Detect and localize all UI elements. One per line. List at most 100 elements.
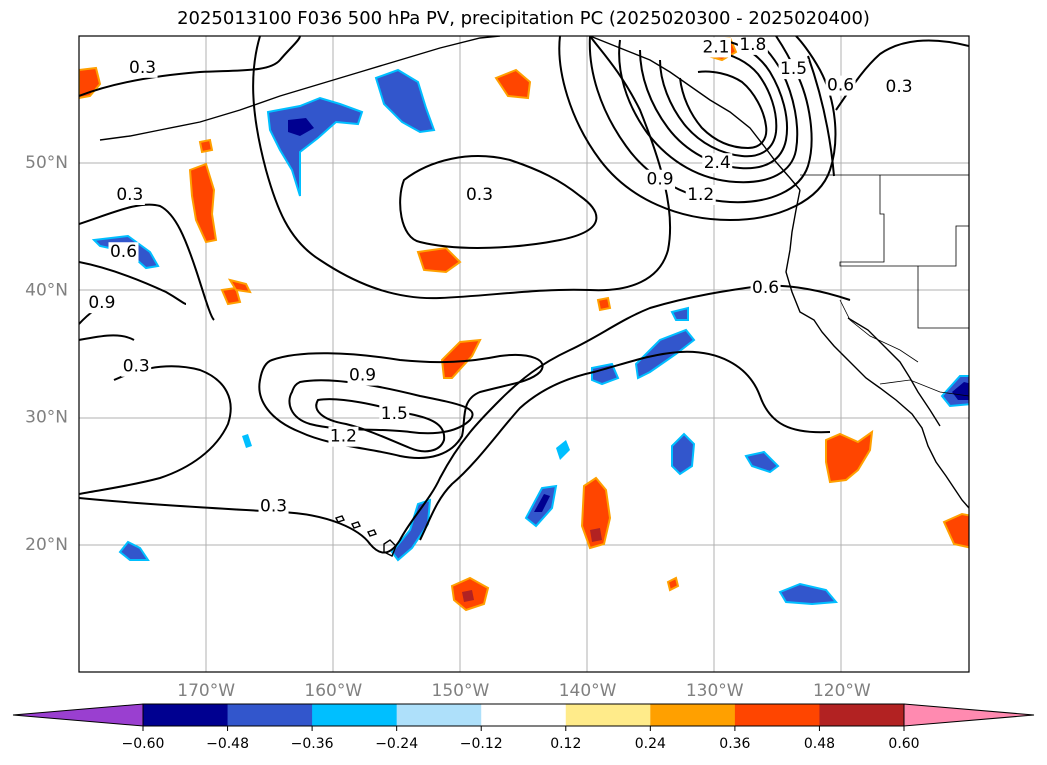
precip-blob	[670, 306, 689, 321]
precip-blob	[374, 68, 436, 134]
contour-label-bg	[702, 153, 733, 174]
us-mexico-border	[879, 379, 969, 397]
precip-blob	[778, 582, 838, 606]
lat-label: 20°N	[25, 535, 68, 555]
colorbar-box	[565, 704, 651, 726]
colorbar-box	[819, 704, 905, 726]
precip-blob-core	[288, 118, 314, 136]
contour-label-bg	[258, 496, 289, 517]
precip-blob	[440, 338, 482, 379]
contour-label-bg	[464, 185, 495, 205]
precip-blob-core	[590, 528, 602, 542]
lon-label: 170°W	[177, 681, 235, 701]
state-border	[917, 266, 969, 329]
pv-contours	[79, 36, 969, 554]
contour-labels: 0.30.30.60.90.30.30.91.51.20.30.60.91.22…	[86, 35, 915, 517]
precip-blob	[220, 286, 242, 306]
colorbar-tick-label: 0.48	[804, 736, 835, 752]
lat-label: 30°N	[25, 408, 68, 428]
colorbar-frame	[142, 703, 905, 727]
contour-label: 2.4	[704, 153, 731, 173]
colorbar: −0.60 −0.48 −0.36 −0.24 −0.12 0.12 0.24 0.36 0.4…	[12, 703, 1035, 752]
pv-contour-1.8	[639, 41, 788, 170]
colorbar-box	[481, 704, 567, 726]
colorbar-box	[396, 704, 482, 726]
contour-label: 0.3	[466, 185, 493, 205]
hawaii-island	[335, 515, 345, 523]
contour-label-bg	[737, 36, 768, 55]
contour-label: 0.3	[886, 77, 913, 97]
contour-label: 1.5	[780, 59, 807, 79]
colorbar-box	[227, 704, 313, 726]
colorbar-box	[312, 704, 398, 726]
precip-blob	[744, 450, 780, 474]
contour-label-bg	[825, 75, 856, 96]
precip-blob	[942, 512, 969, 549]
contour-label: 1.2	[687, 185, 714, 205]
west-coast	[785, 189, 969, 509]
contour-label: 0.9	[647, 170, 674, 190]
map-title: 2025013100 F036 500 hPa PV, precipitatio…	[177, 8, 870, 29]
precip-blob	[556, 440, 570, 460]
precip-blob	[671, 432, 696, 476]
baja-coast	[847, 317, 941, 427]
pv-contour-0.9	[258, 352, 544, 459]
pv-contour-0.3	[79, 36, 301, 97]
pv-contour-2.1	[659, 51, 778, 158]
lon-label: 120°W	[813, 681, 871, 701]
contour-label-bg	[379, 403, 410, 424]
precip-blob	[227, 278, 252, 294]
pv-contour-0.3	[399, 155, 598, 249]
coastlines	[99, 36, 969, 557]
hawaii-island	[351, 521, 361, 529]
precip-blob-core	[462, 590, 474, 602]
colorbar-tick-label: 0.36	[719, 736, 750, 752]
contour-label-bg	[86, 293, 117, 314]
pv-contour-0.3	[79, 203, 215, 321]
contour-label: 0.3	[129, 58, 156, 78]
contour-label: 0.9	[349, 366, 376, 386]
precip-blob	[416, 246, 462, 274]
pv-contour-0.3	[419, 350, 831, 541]
contour-label-bg	[750, 277, 781, 298]
colorbar-box	[143, 704, 229, 726]
plot-frame	[78, 35, 970, 673]
pv-contour-0.9	[558, 36, 837, 222]
lon-label: 150°W	[432, 681, 490, 701]
state-border	[839, 175, 969, 267]
colorbar-over-extend	[903, 703, 1035, 727]
colorbar-tick-label: −0.36	[291, 736, 334, 752]
contour-label: 1.2	[330, 427, 357, 447]
contour-label-bg	[347, 365, 378, 386]
pv-contour-2.4	[679, 70, 768, 150]
contour-label-bg	[778, 59, 809, 80]
pv-contour-0.6	[79, 284, 851, 554]
contour-label: 0.6	[110, 242, 137, 262]
precip-blob-core	[534, 494, 550, 512]
colorbar-tick-label: −0.48	[206, 736, 249, 752]
colorbar-tick-label: −0.60	[122, 736, 165, 752]
contour-label: 0.3	[116, 185, 143, 205]
contour-label: 1.5	[381, 404, 408, 424]
hawaii-island	[367, 529, 377, 537]
colorbar-tick-label: −0.24	[375, 736, 418, 752]
plot-area	[79, 36, 969, 672]
contour-label: 0.3	[260, 497, 287, 517]
precip-blob	[242, 434, 252, 448]
latitude-labels: 50°N 40°N 30°N 20°N	[25, 153, 68, 555]
longitude-labels: 170°W 160°W 150°W 140°W 130°W 120°W	[177, 681, 871, 701]
precip-blob	[198, 138, 214, 154]
contour-label: 2.1	[702, 37, 729, 57]
colorbar-box	[734, 704, 820, 726]
contour-label: 1.8	[739, 35, 766, 55]
contour-label-bg	[127, 57, 158, 78]
hawaii-island	[383, 539, 397, 557]
precip-blob	[118, 540, 150, 561]
precip-blob	[666, 576, 680, 592]
contour-label-bg	[114, 185, 145, 205]
colorbar-tick-label: −0.12	[460, 736, 503, 752]
colorbar-under-extend	[12, 703, 144, 727]
lon-label: 140°W	[559, 681, 617, 701]
colorbar-tick-label: 0.60	[888, 736, 919, 752]
